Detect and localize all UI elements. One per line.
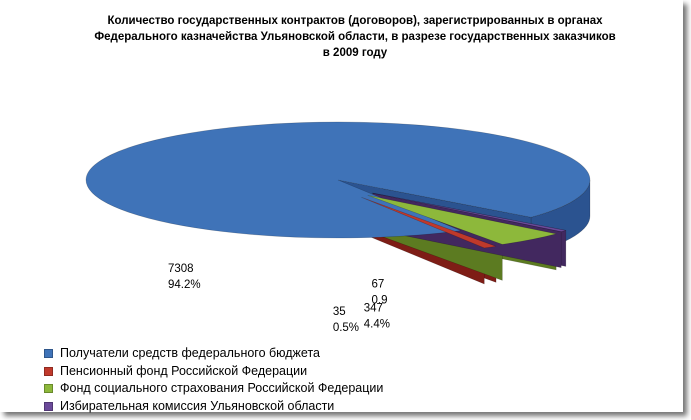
legend-item: Пенсионный фонд Российской Федерации: [44, 363, 383, 381]
legend-label: Получатели средств федерального бюджета: [60, 346, 320, 360]
pie-slices: [85, 121, 591, 285]
pie-slice: [372, 192, 566, 232]
legend: Получатели средств федерального бюджета …: [44, 345, 383, 415]
legend-label: Фонд социального страхования Российской …: [60, 381, 384, 395]
chart-title-line: в 2009 году: [323, 47, 388, 59]
data-label-value: 35: [333, 306, 346, 318]
data-label-value: 347: [364, 302, 383, 314]
legend-label: Пенсионный фонд Российской Федерации: [60, 363, 308, 378]
data-label-percent: 0.9: [371, 294, 387, 306]
pie-slice: [85, 121, 591, 239]
data-label-percent: 94.2%: [168, 279, 201, 291]
data-label-percent: 4.4%: [364, 318, 390, 330]
legend-swatch: [44, 366, 53, 376]
chart-title: Количество государственных контрактов (д…: [94, 15, 615, 59]
legend-label: Избирательная комиссия Ульяновской облас…: [60, 398, 335, 413]
data-label-value: 67: [371, 278, 384, 290]
legend-item: Получатели средств федерального бюджета: [44, 345, 383, 363]
legend-swatch: [44, 401, 53, 411]
pie-chart: Количество государственных контрактов (д…: [85, 15, 616, 334]
data-label-value: 7308: [168, 263, 194, 275]
chart-frame: Количество государственных контрактов (д…: [44, 15, 616, 415]
data-label-percent: 0.5%: [333, 322, 359, 334]
legend-item: Фонд социального страхования Российской …: [44, 380, 383, 398]
legend-swatch: [44, 349, 53, 359]
chart-title-line: Количество государственных контрактов (д…: [107, 15, 603, 27]
pie-slice: [361, 197, 497, 249]
chart-title-line: Федерального казначейства Ульяновской об…: [94, 31, 615, 43]
legend-item: Избирательная комиссия Ульяновской облас…: [44, 398, 383, 416]
pie-slice: [367, 195, 557, 245]
legend-swatch: [44, 384, 53, 394]
